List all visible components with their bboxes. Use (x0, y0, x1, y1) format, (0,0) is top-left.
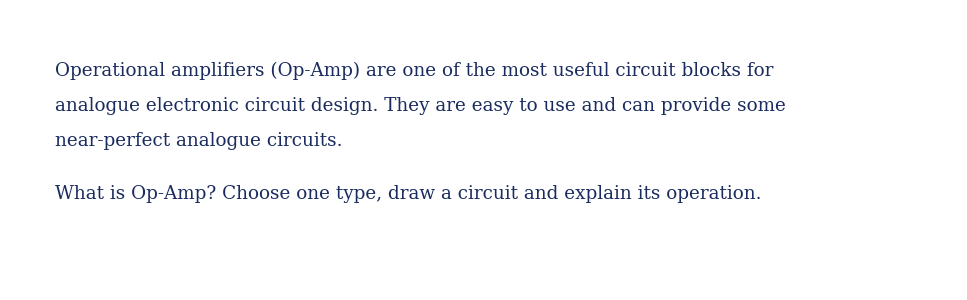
Text: analogue electronic circuit design. They are easy to use and can provide some: analogue electronic circuit design. They… (55, 97, 786, 115)
Text: near-perfect analogue circuits.: near-perfect analogue circuits. (55, 132, 342, 150)
Text: What is Op-Amp? Choose one type, draw a circuit and explain its operation.: What is Op-Amp? Choose one type, draw a … (55, 185, 761, 203)
Text: Operational amplifiers (Op-Amp) are one of the most useful circuit blocks for: Operational amplifiers (Op-Amp) are one … (55, 62, 774, 80)
